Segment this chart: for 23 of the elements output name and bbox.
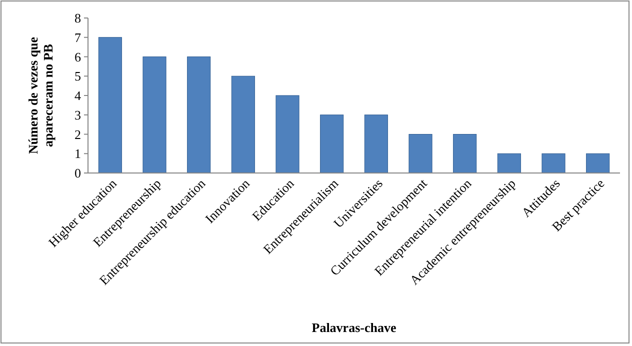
- y-tick-label: 3: [74, 107, 81, 122]
- y-tick-label: 5: [74, 68, 81, 84]
- bar: [542, 153, 566, 174]
- x-axis-title: Palavras-chave: [312, 320, 396, 335]
- y-tick-label: 8: [74, 10, 81, 26]
- bar: [364, 114, 388, 174]
- y-tick-label: 2: [74, 126, 81, 142]
- bar: [586, 153, 610, 174]
- bar: [408, 134, 432, 174]
- bar: [497, 153, 521, 174]
- bar: [98, 37, 122, 174]
- y-tick-label: 7: [74, 30, 82, 45]
- bar: [231, 76, 255, 174]
- y-tick-label: 0: [74, 166, 81, 181]
- y-tick-label: 4: [74, 88, 82, 104]
- y-tick-label: 6: [74, 49, 82, 64]
- y-tick-label: 1: [74, 146, 81, 162]
- bar: [276, 95, 300, 174]
- bar: [320, 114, 344, 174]
- bar: [142, 56, 166, 174]
- bar: [453, 134, 477, 174]
- bar: [187, 56, 211, 174]
- y-axis-title: Número de vezes que apareceram no PB: [25, 36, 56, 154]
